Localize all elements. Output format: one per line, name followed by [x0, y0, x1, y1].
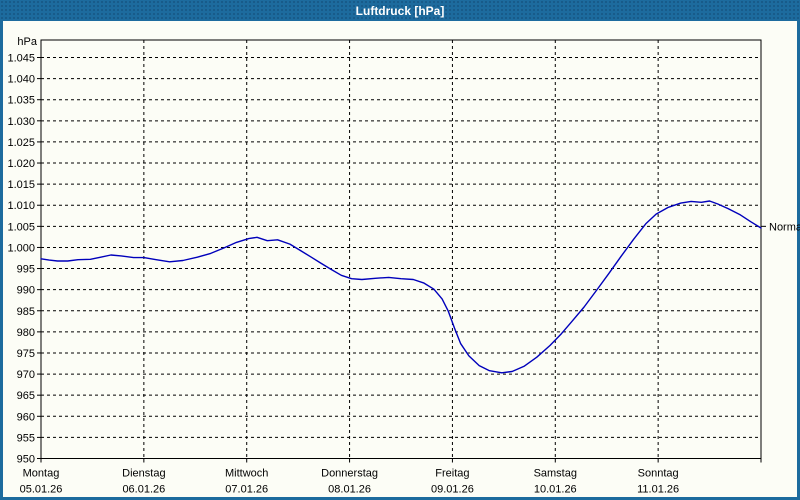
y-tick-label: 965	[17, 390, 35, 402]
y-tick-label: 1.005	[7, 221, 35, 233]
x-day-name: Freitag	[435, 468, 469, 480]
x-day-date: 07.01.26	[225, 484, 268, 496]
x-day-date: 08.01.26	[328, 484, 371, 496]
x-day-name: Mittwoch	[225, 468, 268, 480]
x-day-date: 05.01.26	[20, 484, 63, 496]
y-tick-label: 960	[17, 411, 35, 423]
y-tick-label: 995	[17, 264, 35, 276]
x-day-date: 06.01.26	[122, 484, 165, 496]
y-tick-label: 950	[17, 454, 35, 466]
y-tick-label: 1.000	[7, 242, 35, 254]
window-title: Luftdruck [hPa]	[355, 4, 445, 18]
x-day-date: 11.01.26	[637, 484, 679, 496]
y-tick-label: 1.010	[7, 200, 35, 212]
y-tick-label: 1.035	[7, 95, 35, 107]
x-day-name: Dienstag	[122, 468, 165, 480]
y-tick-label: 1.025	[7, 137, 35, 149]
x-day-date: 10.01.26	[534, 484, 577, 496]
x-day-name: Donnerstag	[321, 468, 378, 480]
y-tick-label: 1.030	[7, 116, 35, 128]
y-tick-label: 1.045	[7, 53, 35, 65]
y-tick-label: 1.015	[7, 179, 35, 191]
normal-label: Normal	[769, 221, 800, 233]
y-tick-label: 980	[17, 327, 35, 339]
plot-border	[40, 39, 762, 459]
y-tick-label: 1.020	[7, 158, 35, 170]
y-tick-label: 985	[17, 306, 35, 318]
y-tick-label: 955	[17, 432, 35, 444]
chart-panel	[3, 21, 797, 497]
window-titlebar: Luftdruck [hPa]	[0, 0, 800, 21]
y-tick-label: 1.040	[7, 74, 35, 86]
x-day-name: Sonntag	[638, 468, 679, 480]
x-day-date: 09.01.26	[431, 484, 474, 496]
y-tick-label: 990	[17, 285, 35, 297]
x-day-name: Montag	[23, 468, 60, 480]
y-axis-unit-label: hPa	[17, 36, 37, 48]
y-tick-label: 975	[17, 348, 35, 360]
y-tick-label: 970	[17, 369, 35, 381]
pressure-curve	[40, 200, 762, 374]
x-day-name: Samstag	[534, 468, 577, 480]
